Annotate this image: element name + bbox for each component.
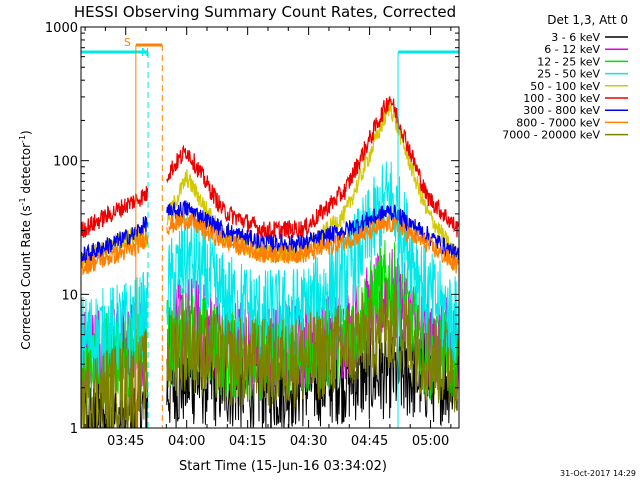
x-tick-label-4: 04:45 (351, 434, 388, 449)
x-tick-label-3: 04:30 (290, 434, 327, 449)
y-axis-label: Corrected Count Rate (s-1 detector-1) (18, 130, 33, 349)
legend-header: Det 1,3, Att 0 (547, 13, 628, 27)
x-tick-label-1: 04:00 (168, 434, 205, 449)
series-line-8 (80, 279, 459, 429)
plot-frame (80, 26, 460, 429)
x-tick-label-5: 05:00 (412, 434, 449, 449)
ylabel-mid: detector (19, 143, 33, 198)
axes-layer: 1 10 100 1000 03:45 04:00 04:15 04:30 04:45 05:00 (45, 21, 460, 449)
y-tick-label-0: 1 (70, 422, 78, 437)
legend-label-5: 100 - 300 keV (523, 92, 600, 105)
y-tick-label-1: 10 (61, 288, 78, 303)
chart-title: HESSI Observing Summary Count Rates, Cor… (74, 3, 456, 21)
y-tick-label-2: 100 (53, 155, 78, 170)
x-tick-label-0: 03:45 (107, 434, 144, 449)
series-line-3 (80, 161, 459, 381)
ylabel-sup2: -1 (18, 135, 27, 143)
y-tick-label-3: 1000 (45, 21, 78, 36)
legend-label-6: 300 - 800 keV (523, 104, 600, 117)
ylabel-sup1: -1 (18, 197, 27, 205)
plot-area (80, 95, 460, 429)
svg-text:Corrected Count Rate (s-1 dete: Corrected Count Rate (s-1 detector-1) (18, 130, 33, 349)
ylabel-main: Corrected Count Rate (s (19, 205, 33, 349)
footer-date: 31-Oct-2017 14:29 (560, 469, 636, 478)
series-line-7 (80, 212, 460, 275)
x-axis-label: Start Time (15-Jun-16 03:34:02) (179, 459, 387, 474)
series-line-6 (80, 200, 460, 266)
legend-label-7: 800 - 7000 keV (516, 116, 600, 129)
legend-label-4: 50 - 100 keV (530, 80, 600, 93)
legend-label-1: 6 - 12 keV (544, 43, 600, 56)
series-line-5 (80, 95, 460, 241)
legend-label-3: 25 - 50 keV (537, 68, 600, 81)
ylabel-end: ) (19, 130, 33, 135)
legend-label-0: 3 - 6 keV (551, 31, 600, 44)
x-tick-label-2: 04:15 (229, 434, 266, 449)
legend-label-8: 7000 - 20000 keV (502, 129, 600, 142)
night-label: N (141, 46, 149, 59)
saa-label: S (124, 36, 131, 49)
legend-label-2: 12 - 25 keV (537, 55, 600, 68)
